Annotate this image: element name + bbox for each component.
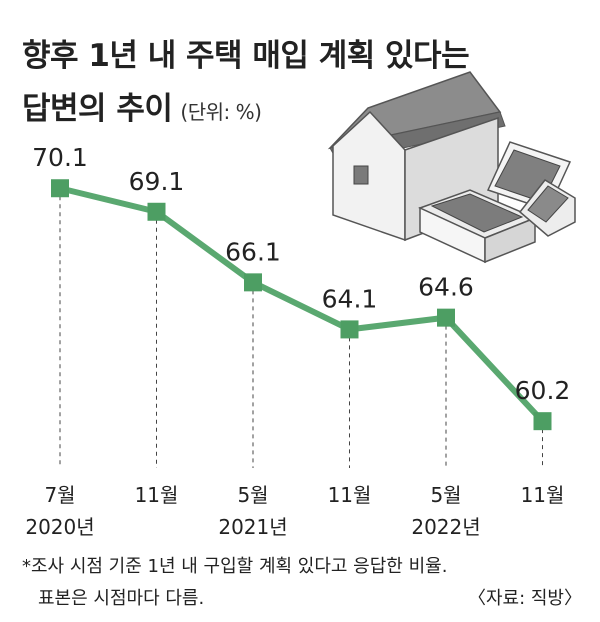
value-label: 70.1 [32, 143, 88, 172]
x-axis-tick-labels: 7월 2020년 11월 5월 2021년 11월 5월 2022년 11월 [25, 483, 564, 539]
chart-title-line2: 답변의 추이 (단위: %) [22, 83, 262, 128]
x-tick-month: 5월 [430, 483, 461, 507]
x-tick-month: 11월 [135, 483, 179, 507]
data-marker [244, 273, 262, 292]
x-tick-year: 2021년 [218, 515, 287, 539]
x-tick-year: 2022년 [411, 515, 480, 539]
data-marker [533, 412, 552, 431]
value-label: 64.6 [418, 273, 474, 302]
value-label: 64.1 [322, 284, 378, 313]
value-label: 60.2 [515, 376, 571, 405]
value-labels: 70.1 69.1 66.1 64.1 64.6 60.2 [32, 143, 570, 405]
footnote-line1: *조사 시점 기준 1년 내 구입할 계획 있다고 응답한 비율. [22, 556, 448, 577]
data-marker [51, 179, 69, 198]
chart-title-text: 답변의 추이 [22, 91, 173, 127]
drop-lines [59, 188, 543, 468]
chart-title-line1: 향후 1년 내 주택 매입 계획 있다는 [22, 38, 470, 74]
value-label: 69.1 [129, 167, 185, 196]
data-marker [147, 202, 166, 221]
unit-label: (단위: %) [180, 100, 262, 124]
series-line [57, 185, 546, 425]
house-and-money-illustration [327, 71, 576, 264]
value-label: 66.1 [225, 237, 281, 266]
x-tick-month: 5월 [237, 483, 268, 507]
data-marker [340, 320, 359, 339]
data-markers [51, 179, 552, 431]
x-tick-month: 7월 [44, 483, 75, 507]
data-marker [437, 308, 455, 327]
x-tick-month: 11월 [521, 483, 565, 507]
source-label: 〈자료: 직방〉 [467, 588, 582, 609]
footnote-line2: 표본은 시점마다 다름. [38, 588, 205, 609]
x-tick-year: 2020년 [25, 515, 94, 539]
x-tick-month: 11월 [328, 483, 372, 507]
